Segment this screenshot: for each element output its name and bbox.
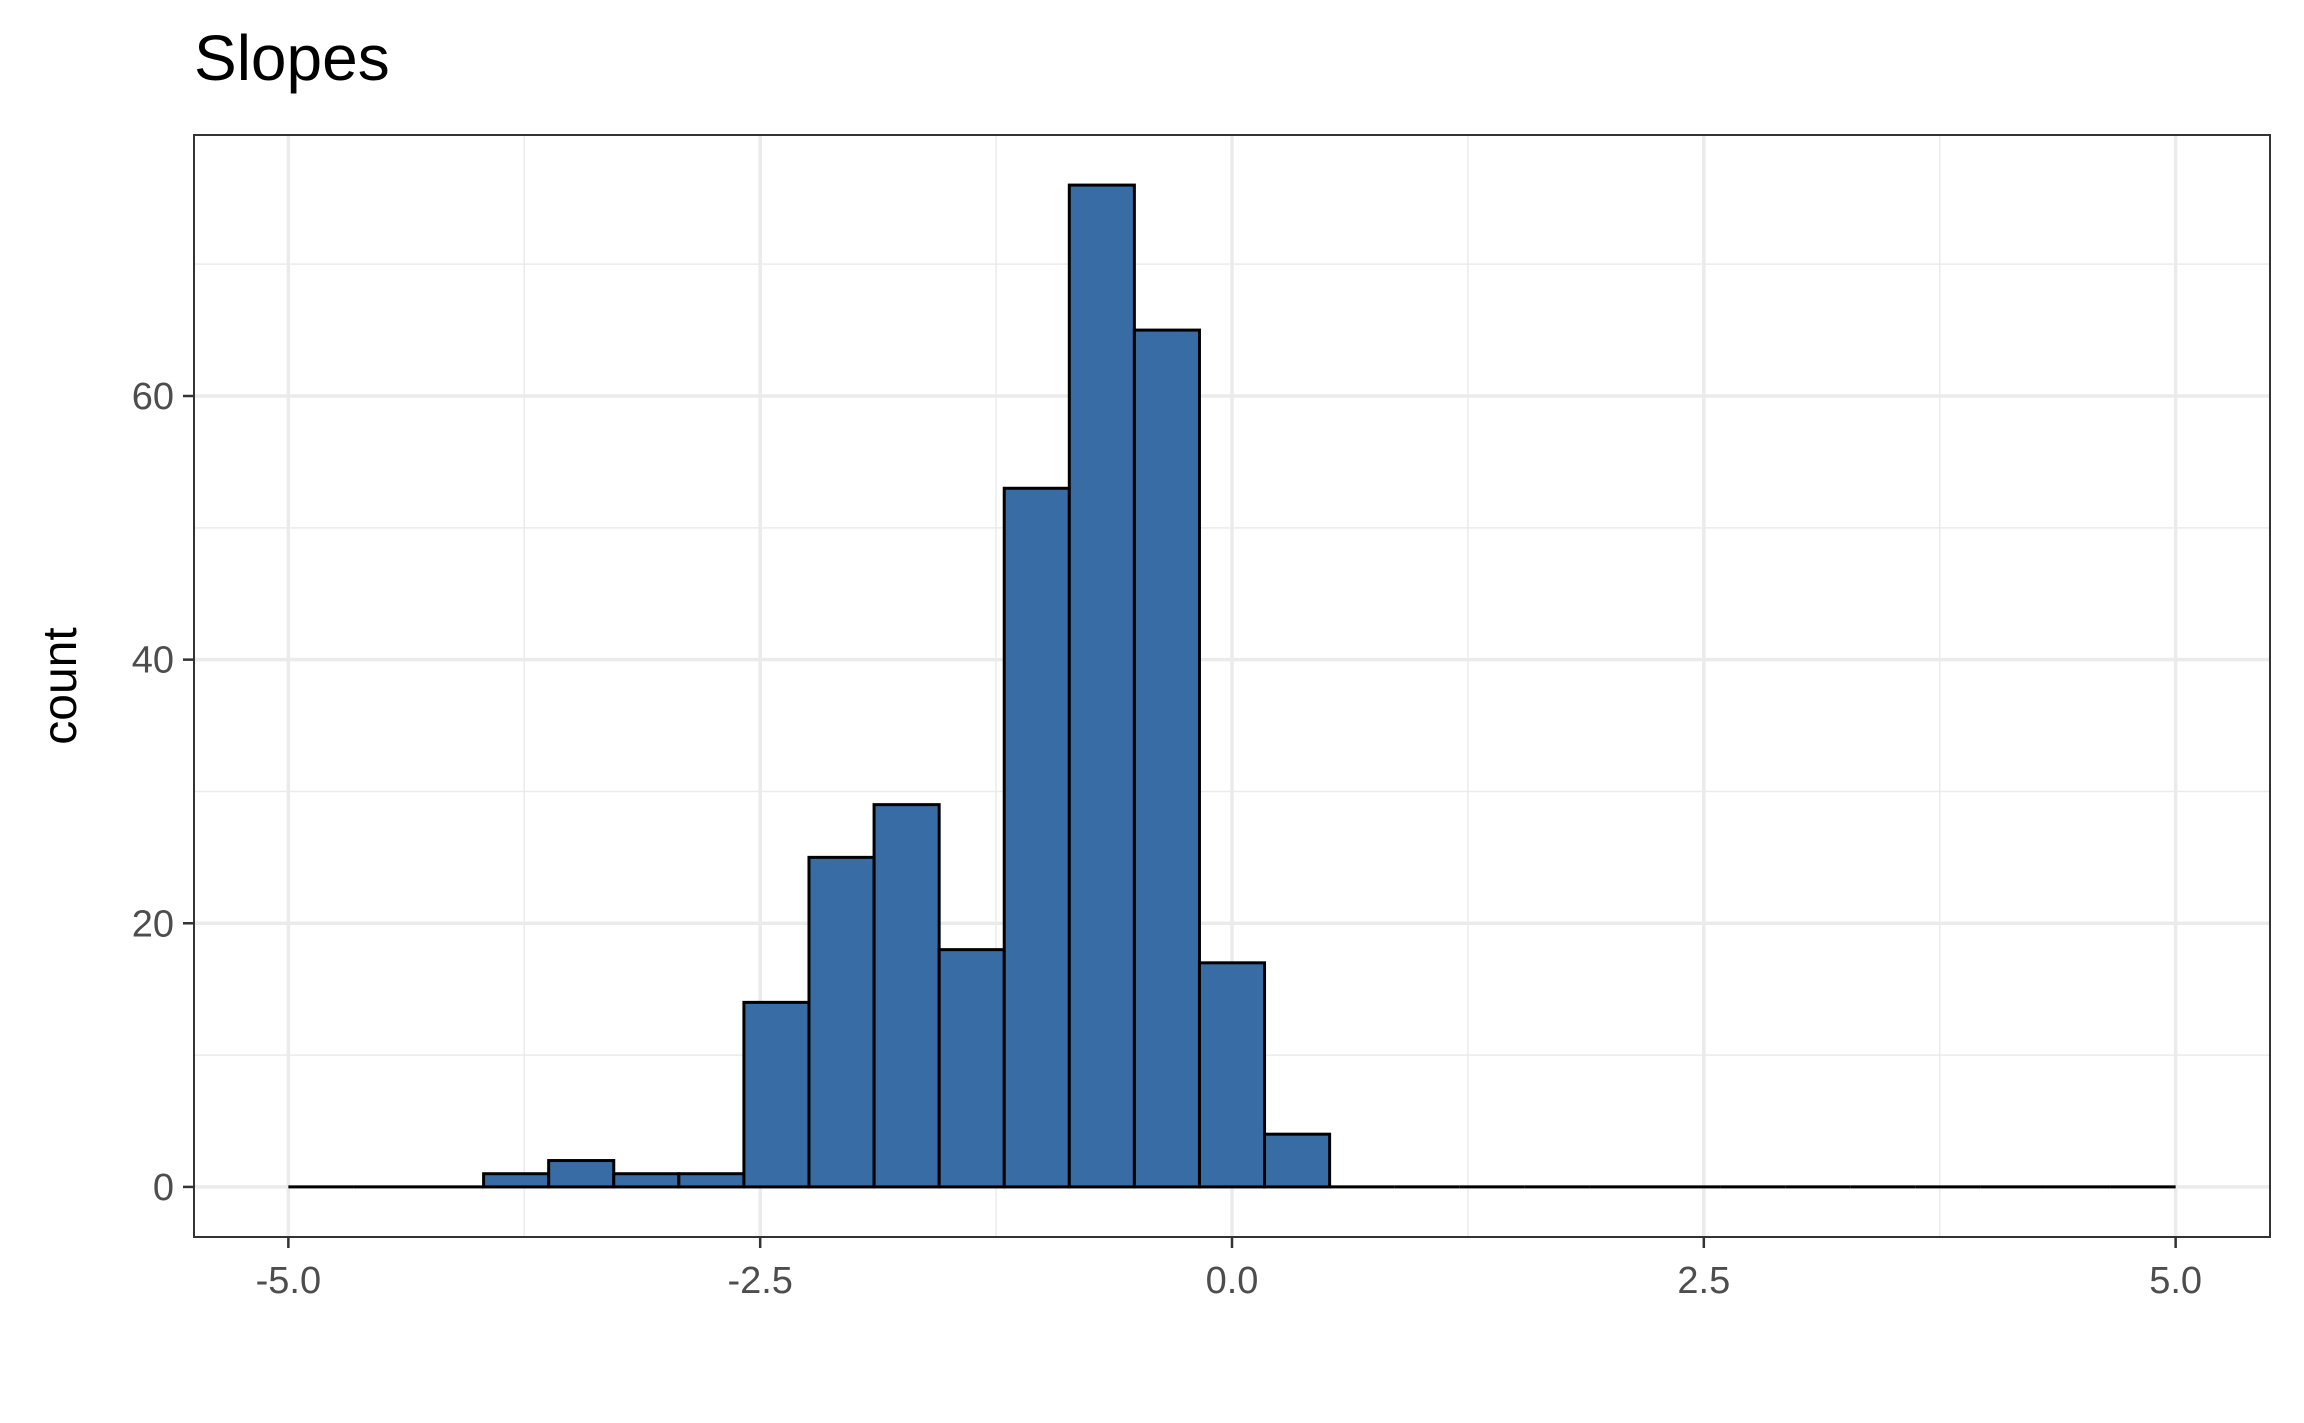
y-axis-label: count [34, 627, 87, 744]
x-tick-label: 5.0 [2149, 1260, 2202, 1302]
y-tick-label: 60 [132, 376, 174, 418]
histogram-bar [872, 803, 941, 1189]
histogram-bar [547, 1159, 616, 1189]
chart-title: Slopes [194, 22, 390, 94]
histogram-bar [1132, 328, 1201, 1189]
histogram-bar [1067, 183, 1136, 1189]
histogram-bar [1002, 486, 1071, 1189]
y-tick-label: 20 [132, 903, 174, 945]
bars [288, 183, 2176, 1189]
histogram-bar [482, 1172, 551, 1189]
x-tick-label: 0.0 [1206, 1260, 1259, 1302]
histogram-bar [1197, 961, 1267, 1189]
axes: -5.0 -2.5 0.0 2.5 5.0 0 20 40 60 [132, 376, 2202, 1302]
histogram-bar [937, 948, 1006, 1189]
histogram-bar [612, 1172, 681, 1189]
x-tick-label: 2.5 [1677, 1260, 1730, 1302]
y-tick-label: 0 [153, 1167, 174, 1209]
x-tick-label: -5.0 [256, 1260, 321, 1302]
histogram-bar [677, 1172, 746, 1189]
histogram-bar [1263, 1132, 1332, 1189]
x-tick-label: -2.5 [727, 1260, 792, 1302]
y-tick-label: 40 [132, 640, 174, 682]
histogram-bar [742, 1000, 811, 1189]
histogram-bar [807, 855, 876, 1189]
